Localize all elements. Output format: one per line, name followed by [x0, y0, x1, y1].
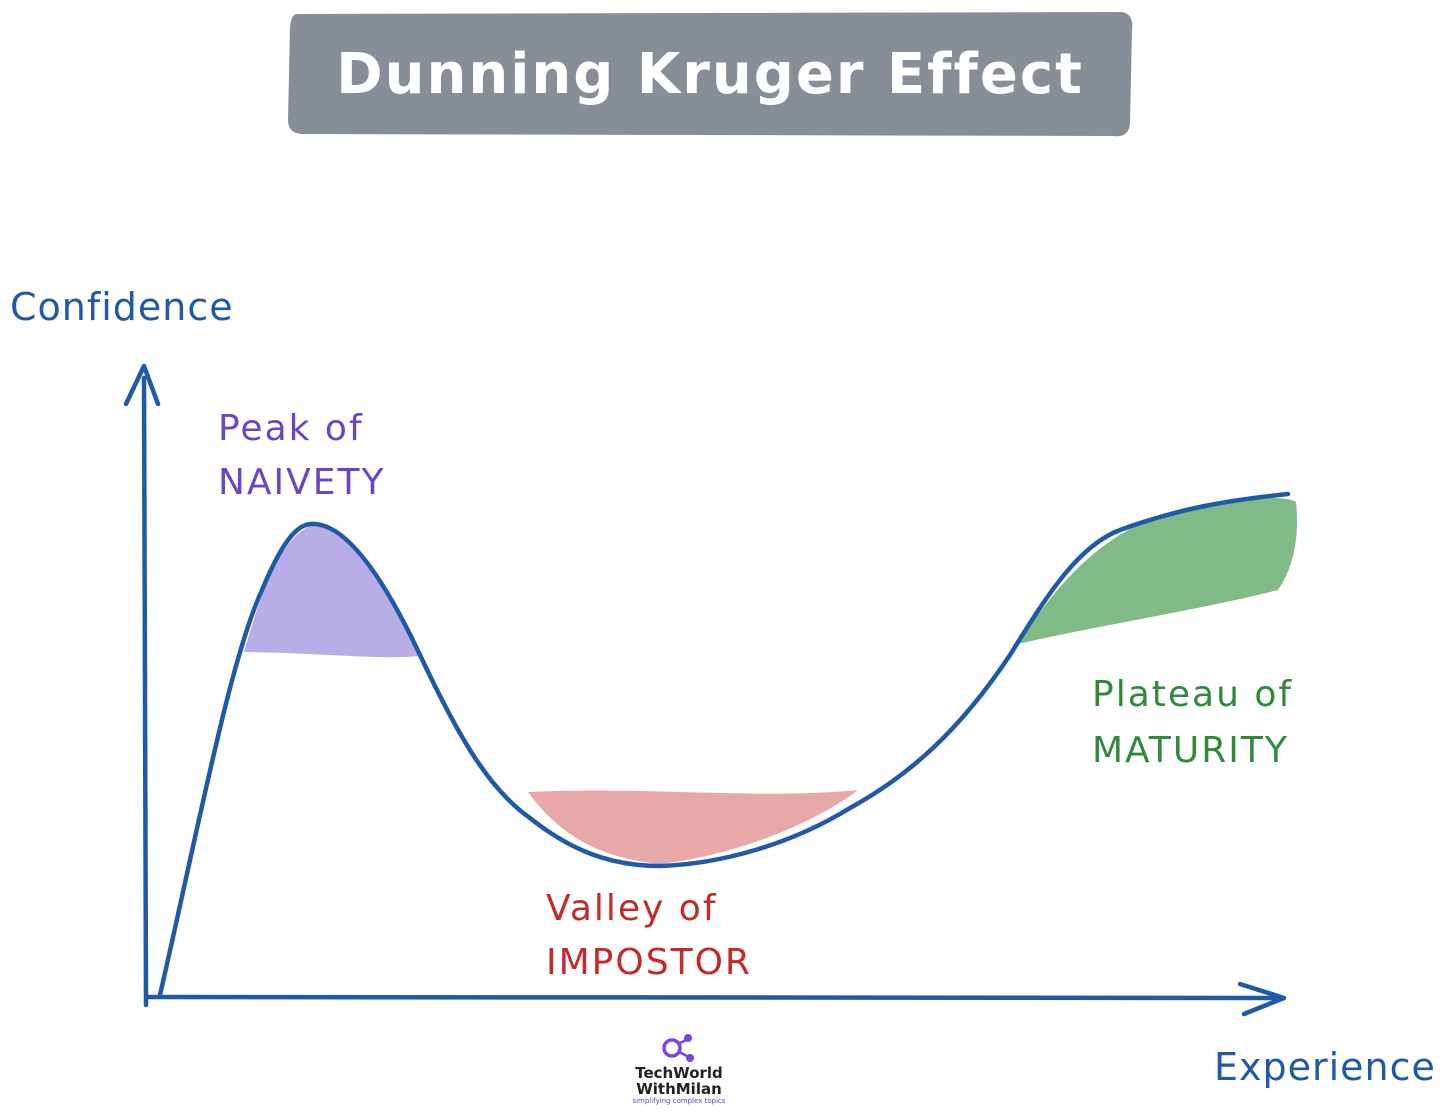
- x-axis-arrowhead: [1237, 981, 1287, 1017]
- y-axis-label: Confidence: [10, 285, 234, 329]
- title-text: Dunning Kruger Effect: [336, 42, 1084, 107]
- logo-tagline: simplifying complex topics: [632, 1097, 725, 1105]
- peak-label-line2: NAIVETY: [218, 462, 386, 503]
- title-box: [288, 12, 1133, 137]
- plateau-label-line1: Plateau of: [1092, 674, 1293, 715]
- plateau-label: Plateau of MATURITY: [1092, 674, 1293, 771]
- plateau-label-line2: MATURITY: [1092, 730, 1289, 771]
- techworld-logo: TechWorld WithMilan simplifying complex …: [632, 1034, 726, 1105]
- valley-region-fill: [528, 790, 858, 864]
- title-banner: Dunning Kruger Effect: [288, 12, 1133, 137]
- molecule-icon: [662, 1034, 694, 1062]
- logo-line2: WithMilan: [636, 1080, 722, 1098]
- y-axis: [123, 363, 161, 1008]
- peak-region-fill: [244, 525, 420, 658]
- logo-line1: TechWorld: [635, 1064, 723, 1082]
- confidence-curve: [157, 491, 1291, 998]
- y-axis-arrowhead: [123, 363, 161, 407]
- peak-label-line1: Peak of: [218, 408, 364, 449]
- x-axis-label: Experience: [1214, 1045, 1436, 1089]
- peak-label: Peak of NAIVETY: [218, 408, 386, 503]
- valley-label: Valley of IMPOSTOR: [546, 888, 752, 983]
- x-axis: [145, 981, 1287, 1017]
- valley-label-line1: Valley of: [546, 888, 718, 929]
- plateau-region-fill: [1018, 498, 1298, 644]
- valley-label-line2: IMPOSTOR: [546, 942, 752, 983]
